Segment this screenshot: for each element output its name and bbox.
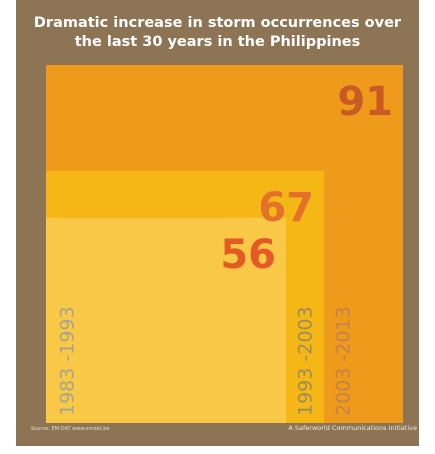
period-label-2: 2003 -2013 (333, 306, 355, 416)
chart-title: Dramatic increase in storm occurrences o… (16, 14, 419, 52)
square-0 (46, 218, 286, 423)
source-note: Source: EM-DAT www.emdat.be (31, 426, 110, 432)
value-label-1: 67 (258, 185, 314, 231)
value-label-2: 91 (337, 79, 393, 125)
chart-title-line-2: the last 30 years in the Philippines (74, 34, 361, 50)
period-label-1: 1993 -2003 (295, 306, 317, 416)
credit-note: A Saferworld Communications Initiative (288, 424, 417, 432)
chart-title-line-1: Dramatic increase in storm occurrences o… (33, 15, 402, 31)
period-label-0: 1983 -1993 (57, 306, 79, 416)
value-label-0: 56 (220, 232, 276, 278)
